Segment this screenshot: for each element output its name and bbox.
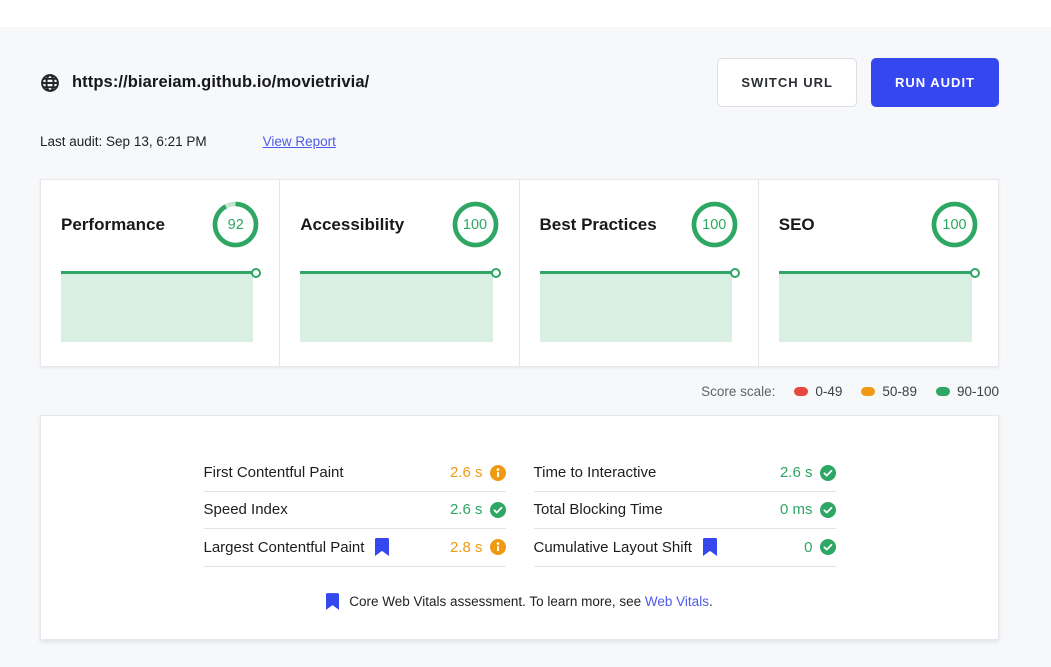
scale-range-fail: 0-49 [794, 384, 842, 399]
score-sparkline [539, 267, 740, 342]
score-value: 100 [702, 216, 727, 233]
switch-url-button[interactable]: SWITCH URL [717, 58, 857, 107]
score-sparkline [778, 267, 980, 342]
bookmark-icon [375, 538, 390, 556]
metrics-column-left: First Contentful Paint 2.6 s Speed Index [203, 455, 506, 567]
sparkline-line [300, 271, 498, 274]
score-card-accessibility: Accessibility 100 [280, 180, 520, 366]
red-range-dot-icon [794, 387, 809, 396]
check-icon [819, 464, 836, 481]
metrics-panel: First Contentful Paint 2.6 s Speed Index [40, 415, 999, 640]
score-ring: 92 [212, 201, 259, 248]
globe-icon [41, 73, 59, 92]
metric-label: First Contentful Paint [203, 464, 344, 481]
sparkline-endpoint-marker [970, 267, 980, 278]
scale-range-good: 90-100 [935, 384, 999, 399]
metric-value: 2.6 s [449, 501, 483, 518]
core-web-vitals-text: Core Web Vitals assessment. To learn mor… [349, 594, 713, 609]
score-value: 100 [462, 216, 488, 233]
score-sparkline [61, 267, 262, 342]
card-title: SEO [778, 214, 815, 234]
sparkline-area [300, 273, 493, 342]
metric-label: Cumulative Layout Shift [533, 538, 692, 556]
scale-range-label: 90-100 [956, 384, 999, 399]
check-icon [819, 501, 836, 518]
bookmark-icon [702, 538, 717, 556]
info-icon [489, 464, 506, 481]
scale-range-average: 50-89 [861, 384, 917, 399]
score-value: 100 [942, 216, 967, 233]
bookmark-icon [326, 593, 340, 610]
top-whitespace-bar [0, 0, 1051, 27]
audited-url: https://biareiam.github.io/movietrivia/ [40, 73, 369, 93]
score-card-seo: SEO 100 [759, 180, 998, 366]
view-report-link[interactable]: View Report [262, 134, 336, 149]
score-ring: 100 [452, 201, 499, 248]
last-audit-row: Last audit: Sep 13, 6:21 PM View Report [40, 134, 999, 149]
sparkline-area [61, 273, 254, 342]
score-ring: 100 [931, 201, 978, 248]
metric-row-total-blocking-time: Total Blocking Time 0 ms [533, 492, 836, 529]
sparkline-endpoint-marker [251, 267, 262, 278]
card-title: Performance [61, 214, 165, 234]
last-audit-label: Last audit: Sep 13, 6:21 PM [40, 134, 207, 149]
metric-label: Largest Contentful Paint [203, 538, 365, 556]
orange-range-dot-icon [861, 387, 876, 396]
sparkline-line [778, 271, 977, 274]
metric-value: 2.8 s [449, 538, 483, 556]
scale-range-label: 50-89 [882, 384, 917, 399]
metric-label: Time to Interactive [533, 464, 657, 481]
score-card-performance: Performance 92 [41, 180, 281, 366]
metric-row-cumulative-layout-shift: Cumulative Layout Shift 0 [533, 529, 836, 567]
green-range-dot-icon [935, 387, 950, 396]
score-scale-legend: Score scale: 0-49 50-89 90-100 [40, 384, 999, 399]
header-row: https://biareiam.github.io/movietrivia/ … [40, 58, 999, 107]
sparkline-line [539, 271, 737, 274]
metric-value: 0 [804, 538, 813, 556]
sparkline-area [778, 273, 972, 342]
scale-range-label: 0-49 [815, 384, 843, 399]
metric-row-time-to-interactive: Time to Interactive 2.6 s [533, 455, 836, 492]
web-vitals-link[interactable]: Web Vitals [644, 594, 709, 609]
sparkline-area [539, 273, 732, 342]
score-ring: 100 [691, 201, 738, 248]
score-scale-label: Score scale: [701, 384, 776, 399]
check-icon [489, 501, 506, 518]
metric-value: 0 ms [779, 501, 813, 518]
metric-label: Speed Index [203, 501, 288, 518]
check-icon [819, 539, 836, 555]
metric-row-speed-index: Speed Index 2.6 s [203, 492, 506, 529]
metrics-column-right: Time to Interactive 2.6 s Total Blocking… [533, 455, 836, 567]
score-card-best-practices: Best Practices 100 [520, 180, 759, 366]
header-actions: SWITCH URL RUN AUDIT [717, 58, 999, 107]
card-title: Accessibility [300, 214, 405, 234]
url-text: https://biareiam.github.io/movietrivia/ [72, 73, 370, 91]
card-title: Best Practices [539, 214, 657, 234]
metric-row-largest-contentful-paint: Largest Contentful Paint 2.8 s [203, 529, 506, 567]
score-value: 92 [227, 216, 244, 233]
metric-value: 2.6 s [449, 464, 483, 481]
core-web-vitals-note: Core Web Vitals assessment. To learn mor… [41, 593, 998, 610]
metric-value: 2.6 s [779, 464, 813, 481]
sparkline-line [61, 271, 259, 274]
run-audit-button[interactable]: RUN AUDIT [870, 58, 999, 107]
metric-label: Total Blocking Time [533, 501, 663, 518]
sparkline-endpoint-marker [729, 267, 740, 278]
score-sparkline [300, 267, 501, 342]
info-icon [489, 539, 506, 555]
score-cards: Performance 92 A [40, 179, 999, 367]
sparkline-endpoint-marker [490, 267, 501, 278]
metric-row-first-contentful-paint: First Contentful Paint 2.6 s [203, 455, 506, 492]
metrics-grid: First Contentful Paint 2.6 s Speed Index [203, 455, 836, 567]
